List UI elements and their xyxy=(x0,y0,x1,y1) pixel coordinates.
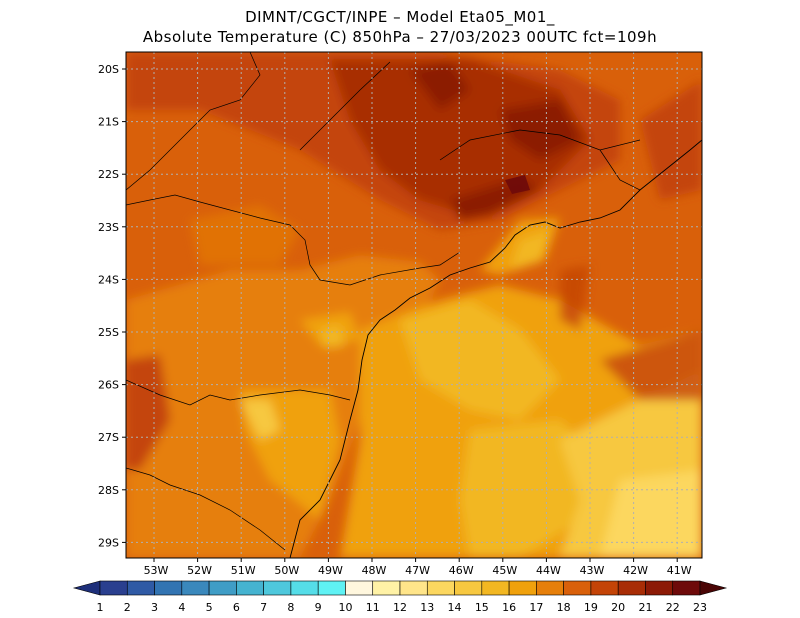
colorbar-swatch xyxy=(454,580,483,596)
colorbar-label: 16 xyxy=(502,601,516,614)
colorbar-swatch xyxy=(563,580,592,596)
colorbar-label: 4 xyxy=(178,601,185,614)
colorbar-label: 5 xyxy=(206,601,213,614)
lon-tick-label: 44W xyxy=(536,564,561,577)
lat-tick-label: 20S xyxy=(98,63,119,76)
coastline xyxy=(289,139,702,558)
latitude-axis: 20S 21S 22S 23S 24S 25S 26S 27S 28S 29S xyxy=(98,63,126,549)
colorbar-label: 8 xyxy=(287,601,294,614)
map-title-line-2: Absolute Temperature (C) 850hPa – 27/03/… xyxy=(142,28,658,46)
colorbar-label: 10 xyxy=(338,601,352,614)
colorbar-label: 15 xyxy=(475,601,489,614)
colorbar-label: 12 xyxy=(393,601,407,614)
colorbar-label: 22 xyxy=(666,601,680,614)
lon-tick-label: 48W xyxy=(362,564,387,577)
lat-tick-label: 25S xyxy=(98,326,119,339)
colorbar-swatch xyxy=(208,580,237,596)
map-frame xyxy=(125,51,703,559)
lon-tick-label: 45W xyxy=(492,564,517,577)
lat-tick-label: 21S xyxy=(98,116,119,129)
lon-tick-label: 49W xyxy=(318,564,343,577)
lon-tick-label: 42W xyxy=(623,564,648,577)
temperature-field xyxy=(126,52,702,558)
colorbar-label: 6 xyxy=(233,601,240,614)
colorbar-swatch xyxy=(126,580,155,596)
colorbar-label: 7 xyxy=(260,601,267,614)
lat-tick-label: 28S xyxy=(98,484,119,497)
colorbar-label: 2 xyxy=(124,601,131,614)
colorbar-label: 3 xyxy=(151,601,158,614)
lat-tick-label: 23S xyxy=(98,221,119,234)
lat-tick-label: 29S xyxy=(98,536,119,549)
colorbar-swatch xyxy=(672,580,701,596)
colorbar-label: 21 xyxy=(638,601,652,614)
colorbar-swatch xyxy=(154,580,183,596)
map-title-line-1: DIMNT/CGCT/INPE – Model Eta05_M01_ xyxy=(245,8,555,26)
colorbar-label: 11 xyxy=(366,601,380,614)
state-borders xyxy=(126,52,641,551)
colorbar-swatch xyxy=(263,580,292,596)
colorbar-swatch xyxy=(236,580,264,596)
lat-tick-label: 24S xyxy=(98,273,119,286)
colorbar-label: 13 xyxy=(420,601,434,614)
lon-tick-label: 47W xyxy=(405,564,430,577)
colorbar-swatch xyxy=(317,580,346,596)
colorbar-swatch xyxy=(181,580,210,596)
lon-tick-label: 50W xyxy=(274,564,299,577)
colorbar-swatch xyxy=(290,580,319,596)
colorbar-label: 1 xyxy=(97,601,104,614)
colorbar-swatch xyxy=(372,580,401,596)
colorbar-swatch xyxy=(645,580,674,596)
colorbar: 1 2 3 4 5 6 7 8 9 10 11 12 13 14 15 16 17 18 19 20 21 22 23 xyxy=(72,580,728,614)
lon-tick-label: 52W xyxy=(187,564,212,577)
colorbar-swatch xyxy=(399,580,428,596)
colorbar-swatch xyxy=(99,580,128,596)
colorbar-label: 18 xyxy=(557,601,571,614)
colorbar-swatch xyxy=(426,580,455,596)
lat-tick-label: 22S xyxy=(98,168,119,181)
colorbar-high-arrow xyxy=(699,580,728,596)
colorbar-swatch xyxy=(617,580,646,596)
lat-tick-label: 26S xyxy=(98,379,119,392)
colorbar-swatch xyxy=(345,580,374,596)
colorbar-swatch xyxy=(508,580,537,596)
colorbar-label: 20 xyxy=(611,601,625,614)
lat-tick-label: 27S xyxy=(98,431,119,444)
colorbar-label: 14 xyxy=(448,601,462,614)
lon-tick-label: 51W xyxy=(231,564,256,577)
colorbar-swatch xyxy=(481,580,510,596)
lon-tick-label: 46W xyxy=(449,564,474,577)
colorbar-label: 17 xyxy=(529,601,543,614)
colorbar-label: 9 xyxy=(315,601,322,614)
colorbar-label: 19 xyxy=(584,601,598,614)
lon-tick-label: 41W xyxy=(667,564,692,577)
lon-tick-label: 53W xyxy=(144,564,169,577)
colorbar-label: 23 xyxy=(693,601,707,614)
lon-tick-label: 43W xyxy=(580,564,605,577)
colorbar-swatch xyxy=(536,580,564,596)
colorbar-low-arrow xyxy=(72,580,101,596)
colorbar-swatch xyxy=(590,580,619,596)
longitude-axis: 53W 52W 51W 50W 49W 48W 47W 46W 45W 44W 43W 42W 41W xyxy=(144,558,692,577)
gridlines xyxy=(126,52,702,558)
